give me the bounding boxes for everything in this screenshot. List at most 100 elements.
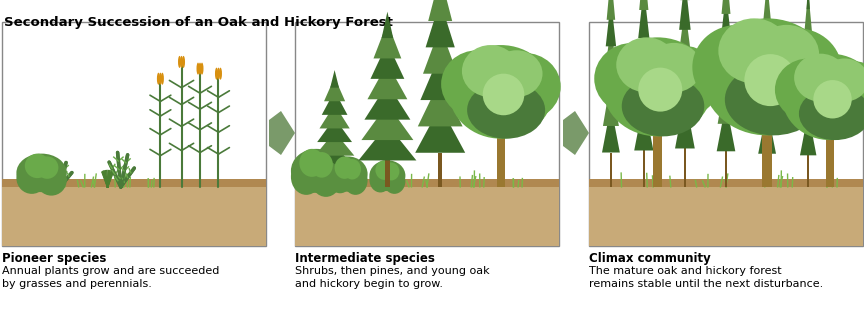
Ellipse shape — [16, 154, 67, 192]
Ellipse shape — [622, 76, 704, 136]
Ellipse shape — [799, 87, 864, 140]
Ellipse shape — [334, 156, 354, 179]
Ellipse shape — [178, 56, 181, 68]
Polygon shape — [802, 64, 815, 107]
Polygon shape — [313, 145, 357, 169]
Ellipse shape — [462, 45, 519, 97]
Polygon shape — [317, 118, 352, 142]
Bar — [653, 87, 662, 187]
Polygon shape — [359, 124, 416, 160]
Polygon shape — [320, 105, 350, 129]
Polygon shape — [721, 0, 732, 41]
Polygon shape — [639, 0, 648, 10]
Ellipse shape — [692, 25, 784, 110]
Ellipse shape — [219, 68, 222, 80]
Ellipse shape — [725, 64, 823, 135]
Ellipse shape — [343, 159, 361, 179]
Polygon shape — [718, 75, 734, 124]
Polygon shape — [365, 84, 410, 120]
Ellipse shape — [483, 74, 524, 115]
Polygon shape — [638, 0, 650, 38]
Polygon shape — [367, 63, 407, 99]
Ellipse shape — [491, 50, 543, 97]
Text: Secondary Succession of an Oak and Hickory Forest: Secondary Succession of an Oak and Hicko… — [4, 16, 393, 29]
Ellipse shape — [16, 162, 48, 194]
Polygon shape — [382, 12, 393, 38]
Ellipse shape — [488, 53, 561, 120]
Polygon shape — [800, 112, 816, 155]
Polygon shape — [416, 106, 465, 153]
Bar — [589, 179, 863, 187]
Bar — [2, 179, 266, 187]
Polygon shape — [429, 0, 452, 21]
Polygon shape — [371, 43, 404, 79]
Polygon shape — [678, 7, 692, 60]
Ellipse shape — [310, 152, 333, 178]
Ellipse shape — [616, 37, 677, 92]
Bar — [826, 97, 834, 187]
Polygon shape — [603, 79, 619, 126]
Ellipse shape — [36, 156, 59, 179]
Ellipse shape — [157, 73, 160, 85]
Polygon shape — [760, 57, 774, 103]
Text: Climax community: Climax community — [589, 252, 711, 265]
Bar — [295, 179, 559, 187]
Ellipse shape — [775, 58, 842, 121]
Polygon shape — [759, 83, 775, 128]
Polygon shape — [801, 88, 816, 131]
Bar — [762, 77, 772, 187]
Ellipse shape — [343, 166, 367, 195]
Ellipse shape — [196, 63, 200, 75]
Ellipse shape — [821, 58, 864, 102]
Polygon shape — [418, 80, 462, 126]
Bar — [438, 153, 442, 187]
Ellipse shape — [594, 43, 671, 115]
Polygon shape — [635, 73, 652, 122]
Bar — [295, 179, 559, 246]
Ellipse shape — [754, 25, 819, 83]
Ellipse shape — [217, 68, 220, 80]
Ellipse shape — [161, 73, 164, 85]
Text: The mature oak and hickory forest
remains stable until the next disturbance.: The mature oak and hickory forest remain… — [589, 266, 823, 289]
Ellipse shape — [794, 54, 847, 102]
Polygon shape — [636, 45, 651, 94]
Bar — [497, 92, 505, 187]
Polygon shape — [721, 0, 730, 14]
Ellipse shape — [328, 156, 367, 192]
Polygon shape — [606, 0, 616, 46]
Ellipse shape — [199, 63, 201, 75]
Polygon shape — [804, 15, 813, 58]
Ellipse shape — [215, 68, 218, 80]
Polygon shape — [679, 0, 690, 30]
Polygon shape — [314, 132, 354, 156]
Bar — [385, 160, 390, 187]
Ellipse shape — [370, 160, 405, 191]
Ellipse shape — [384, 169, 405, 194]
Polygon shape — [423, 27, 457, 74]
Ellipse shape — [751, 28, 842, 113]
Ellipse shape — [818, 61, 864, 123]
Ellipse shape — [702, 18, 832, 135]
Ellipse shape — [182, 56, 185, 68]
Ellipse shape — [782, 54, 864, 140]
Bar — [725, 151, 727, 187]
Ellipse shape — [291, 159, 321, 195]
Polygon shape — [607, 0, 615, 20]
Ellipse shape — [644, 46, 721, 117]
Polygon shape — [763, 0, 772, 26]
Ellipse shape — [159, 73, 162, 85]
Polygon shape — [634, 101, 653, 150]
Polygon shape — [677, 37, 693, 89]
Ellipse shape — [813, 80, 852, 119]
Polygon shape — [602, 106, 619, 153]
Ellipse shape — [646, 43, 702, 92]
Bar — [295, 22, 559, 246]
Bar — [807, 155, 810, 187]
Polygon shape — [373, 22, 401, 58]
Polygon shape — [563, 111, 589, 155]
Ellipse shape — [291, 149, 341, 193]
Ellipse shape — [638, 68, 683, 112]
Ellipse shape — [36, 164, 67, 196]
Bar — [643, 150, 645, 187]
Polygon shape — [761, 32, 773, 77]
